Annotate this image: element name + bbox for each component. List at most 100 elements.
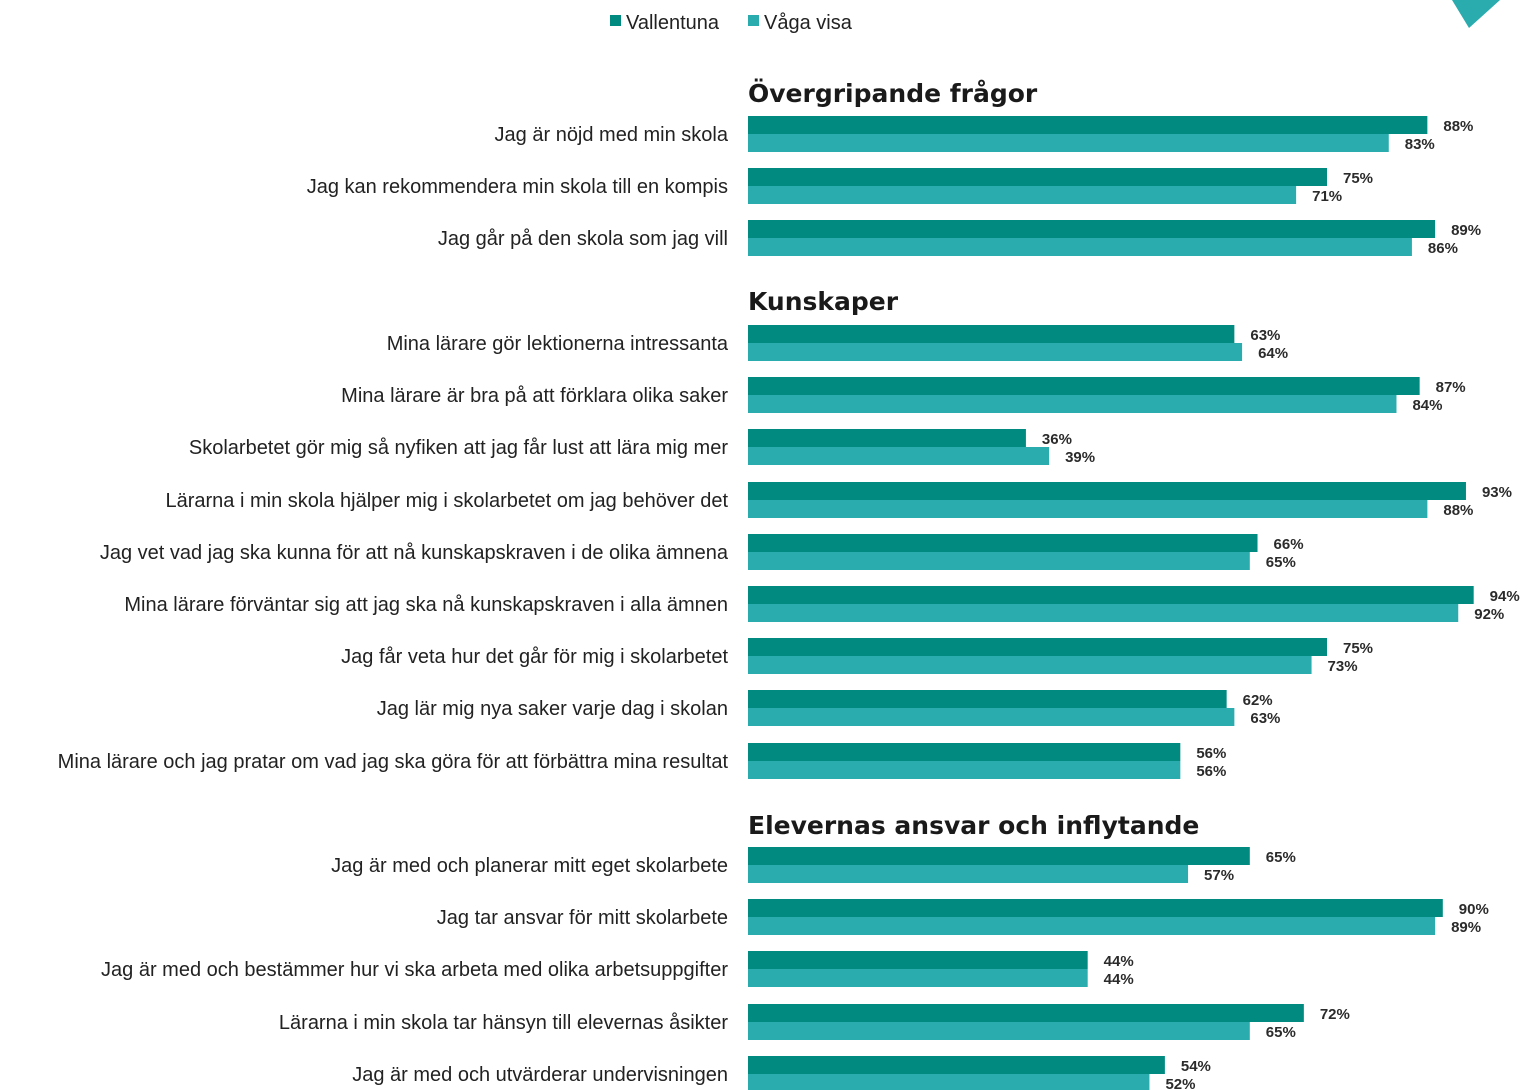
bar-vallentuna xyxy=(748,847,1250,865)
bar-vaga-visa xyxy=(748,552,1250,570)
bar-vallentuna xyxy=(748,116,1428,134)
value-label-vallentuna: 72% xyxy=(1320,1006,1350,1023)
bar-vaga-visa xyxy=(748,708,1235,726)
bar-vaga-visa xyxy=(748,343,1243,361)
bar-group: Jag är nöjd med min skola 88% 83% xyxy=(495,116,1473,153)
value-label-vallentuna: 93% xyxy=(1482,484,1512,501)
bar-group: Jag lär mig nya saker varje dag i skolan… xyxy=(377,690,1280,727)
value-label-vallentuna: 89% xyxy=(1451,222,1481,239)
bar-group: Mina lärare förväntar sig att jag ska nå… xyxy=(124,586,1520,623)
value-label-vaga-visa: 88% xyxy=(1443,502,1473,519)
category-label: Jag är med och planerar mitt eget skolar… xyxy=(331,855,728,877)
bar-vaga-visa xyxy=(748,865,1189,883)
value-label-vallentuna: 63% xyxy=(1250,327,1280,344)
category-label: Mina lärare förväntar sig att jag ska nå… xyxy=(124,594,728,616)
bar-group: Skolarbetet gör mig så nyfiken att jag f… xyxy=(189,429,1095,466)
bar-group: Jag tar ansvar för mitt skolarbete 90%89% xyxy=(437,899,1489,936)
bar-vallentuna xyxy=(748,429,1026,447)
section-kunskaper: Kunskaper Mina lärare gör lektionerna int… xyxy=(58,287,1520,780)
bar-vaga-visa xyxy=(748,238,1412,256)
value-label-vaga-visa: 71% xyxy=(1312,188,1342,205)
value-label-vallentuna: 75% xyxy=(1343,640,1373,657)
category-label: Jag går på den skola som jag vill xyxy=(438,228,728,250)
value-label-vaga-visa: 57% xyxy=(1204,867,1234,884)
triangle-logo-icon xyxy=(1452,0,1500,28)
category-label: Lärarna i min skola tar hänsyn till elev… xyxy=(279,1012,728,1034)
bar-group: Lärarna i min skola tar hänsyn till elev… xyxy=(279,1004,1350,1041)
legend-label-vaga-visa: Våga visa xyxy=(764,12,853,34)
value-label-vallentuna: 88% xyxy=(1443,118,1473,135)
bar-vaga-visa xyxy=(748,134,1389,152)
value-label-vaga-visa: 63% xyxy=(1250,710,1280,727)
bar-vaga-visa xyxy=(748,395,1397,413)
value-label-vallentuna: 66% xyxy=(1274,536,1304,553)
bar-vallentuna xyxy=(748,690,1227,708)
bar-vallentuna xyxy=(748,220,1436,238)
bar-vaga-visa xyxy=(748,186,1297,204)
bar-group: Jag går på den skola som jag vill 89%86% xyxy=(438,220,1481,257)
value-label-vaga-visa: 73% xyxy=(1328,658,1358,675)
value-label-vaga-visa: 83% xyxy=(1405,136,1435,153)
category-label: Jag får veta hur det går för mig i skola… xyxy=(341,646,728,668)
bar-vallentuna xyxy=(748,743,1181,761)
value-label-vallentuna: 56% xyxy=(1196,745,1226,762)
category-label: Skolarbetet gör mig så nyfiken att jag f… xyxy=(189,437,728,459)
value-label-vallentuna: 62% xyxy=(1243,692,1273,709)
legend-label-vallentuna: Vallentuna xyxy=(626,12,720,34)
bar-group: Jag får veta hur det går för mig i skola… xyxy=(341,638,1373,675)
value-label-vaga-visa: 89% xyxy=(1451,919,1481,936)
category-label: Jag lär mig nya saker varje dag i skolan xyxy=(377,698,728,720)
value-label-vallentuna: 36% xyxy=(1042,431,1072,448)
category-label: Jag är med och bestämmer hur vi ska arbe… xyxy=(101,959,728,981)
bar-group: Jag är med och bestämmer hur vi ska arbe… xyxy=(101,951,1134,988)
category-label: Jag är nöjd med min skola xyxy=(495,124,729,146)
bar-vaga-visa xyxy=(748,447,1050,465)
bar-vaga-visa xyxy=(748,1074,1150,1090)
bar-vaga-visa xyxy=(748,1022,1250,1040)
bar-vaga-visa xyxy=(748,969,1088,987)
bar-vaga-visa xyxy=(748,656,1312,674)
section-overgripande-fragor: Övergripande frågor Jag är nöjd med min s… xyxy=(307,78,1481,257)
category-label: Lärarna i min skola hjälper mig i skolar… xyxy=(165,490,728,512)
bar-group: Jag kan rekommendera min skola till en k… xyxy=(307,168,1373,205)
value-label-vaga-visa: 84% xyxy=(1412,397,1442,414)
category-label: Mina lärare och jag pratar om vad jag sk… xyxy=(58,751,729,773)
section-elevernas-ansvar-och-inflytande: Elevernas ansvar och inflytande Jag är me… xyxy=(101,811,1489,1090)
value-label-vaga-visa: 65% xyxy=(1266,1024,1296,1041)
section-title: Elevernas ansvar och inflytande xyxy=(748,811,1199,840)
bar-vallentuna xyxy=(748,951,1088,969)
bar-vallentuna xyxy=(748,638,1327,656)
bar-group: Mina lärare och jag pratar om vad jag sk… xyxy=(58,743,1226,780)
value-label-vallentuna: 65% xyxy=(1266,849,1296,866)
legend-swatch-vallentuna xyxy=(610,15,621,26)
bar-group: Mina lärare är bra på att förklara olika… xyxy=(341,377,1466,414)
value-label-vallentuna: 44% xyxy=(1104,953,1134,970)
bar-vaga-visa xyxy=(748,604,1459,622)
section-title: Övergripande frågor xyxy=(748,78,1038,108)
bar-group: Jag är med och utvärderar undervisningen… xyxy=(352,1056,1211,1090)
value-label-vallentuna: 90% xyxy=(1459,901,1489,918)
value-label-vaga-visa: 86% xyxy=(1428,240,1458,257)
value-label-vaga-visa: 65% xyxy=(1266,554,1296,571)
bar-vallentuna xyxy=(748,1056,1165,1074)
bar-vallentuna xyxy=(748,1004,1304,1022)
bar-vallentuna xyxy=(748,168,1327,186)
value-label-vaga-visa: 56% xyxy=(1196,763,1226,780)
bar-group: Jag vet vad jag ska kunna för att nå kun… xyxy=(100,534,1304,571)
category-label: Jag vet vad jag ska kunna för att nå kun… xyxy=(100,542,729,564)
bar-vallentuna xyxy=(748,325,1235,343)
value-label-vallentuna: 75% xyxy=(1343,170,1373,187)
bar-vaga-visa xyxy=(748,500,1428,518)
value-label-vaga-visa: 92% xyxy=(1474,606,1504,623)
category-label: Jag kan rekommendera min skola till en k… xyxy=(307,176,728,198)
bar-vallentuna xyxy=(748,482,1466,500)
category-label: Jag är med och utvärderar undervisningen xyxy=(352,1064,728,1086)
category-label: Mina lärare gör lektionerna intressanta xyxy=(387,333,729,355)
bar-vallentuna xyxy=(748,377,1420,395)
bar-group: Jag är med och planerar mitt eget skolar… xyxy=(331,847,1296,884)
value-label-vallentuna: 87% xyxy=(1436,379,1466,396)
bar-vallentuna xyxy=(748,534,1258,552)
value-label-vaga-visa: 64% xyxy=(1258,345,1288,362)
section-title: Kunskaper xyxy=(748,287,899,316)
